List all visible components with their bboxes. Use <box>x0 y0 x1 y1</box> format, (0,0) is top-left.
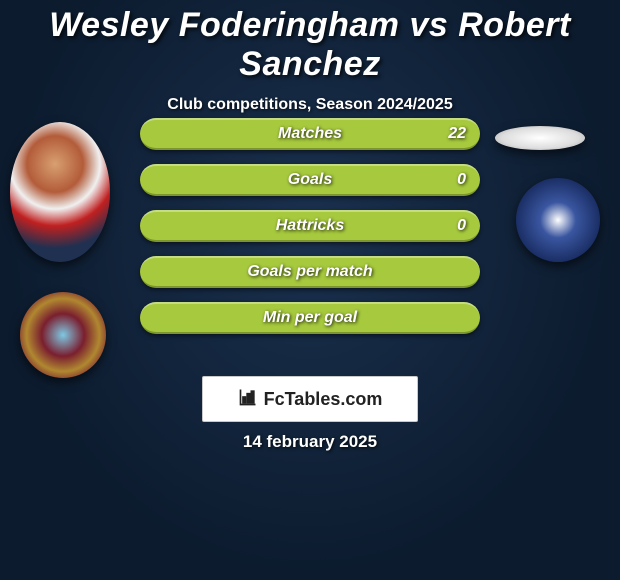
stat-value-right: 22 <box>448 125 466 143</box>
watermark-text: FcTables.com <box>264 389 383 410</box>
stat-label: Matches <box>140 125 480 143</box>
stat-label: Goals per match <box>140 263 480 281</box>
stat-row-goals-per-match: Goals per match <box>140 256 480 288</box>
player-left-photo <box>10 122 110 262</box>
stat-label: Hattricks <box>140 217 480 235</box>
stat-value-right: 0 <box>457 171 466 189</box>
stat-label: Min per goal <box>140 309 480 327</box>
stat-row-goals: Goals 0 <box>140 164 480 196</box>
stat-label: Goals <box>140 171 480 189</box>
stat-value-right: 0 <box>457 217 466 235</box>
stat-row-hattricks: Hattricks 0 <box>140 210 480 242</box>
stat-row-min-per-goal: Min per goal <box>140 302 480 334</box>
player-right-photo <box>495 126 585 150</box>
club-badge-left <box>20 292 106 378</box>
stats-bars: Matches 22 Goals 0 Hattricks 0 Goals per… <box>140 118 480 348</box>
snapshot-date: 14 february 2025 <box>0 432 620 452</box>
fctables-watermark[interactable]: FcTables.com <box>202 376 418 422</box>
comparison-title: Wesley Foderingham vs Robert Sanchez <box>0 0 620 84</box>
club-badge-right <box>516 178 600 262</box>
stat-row-matches: Matches 22 <box>140 118 480 150</box>
comparison-subtitle: Club competitions, Season 2024/2025 <box>0 96 620 114</box>
bar-chart-icon <box>238 387 258 412</box>
